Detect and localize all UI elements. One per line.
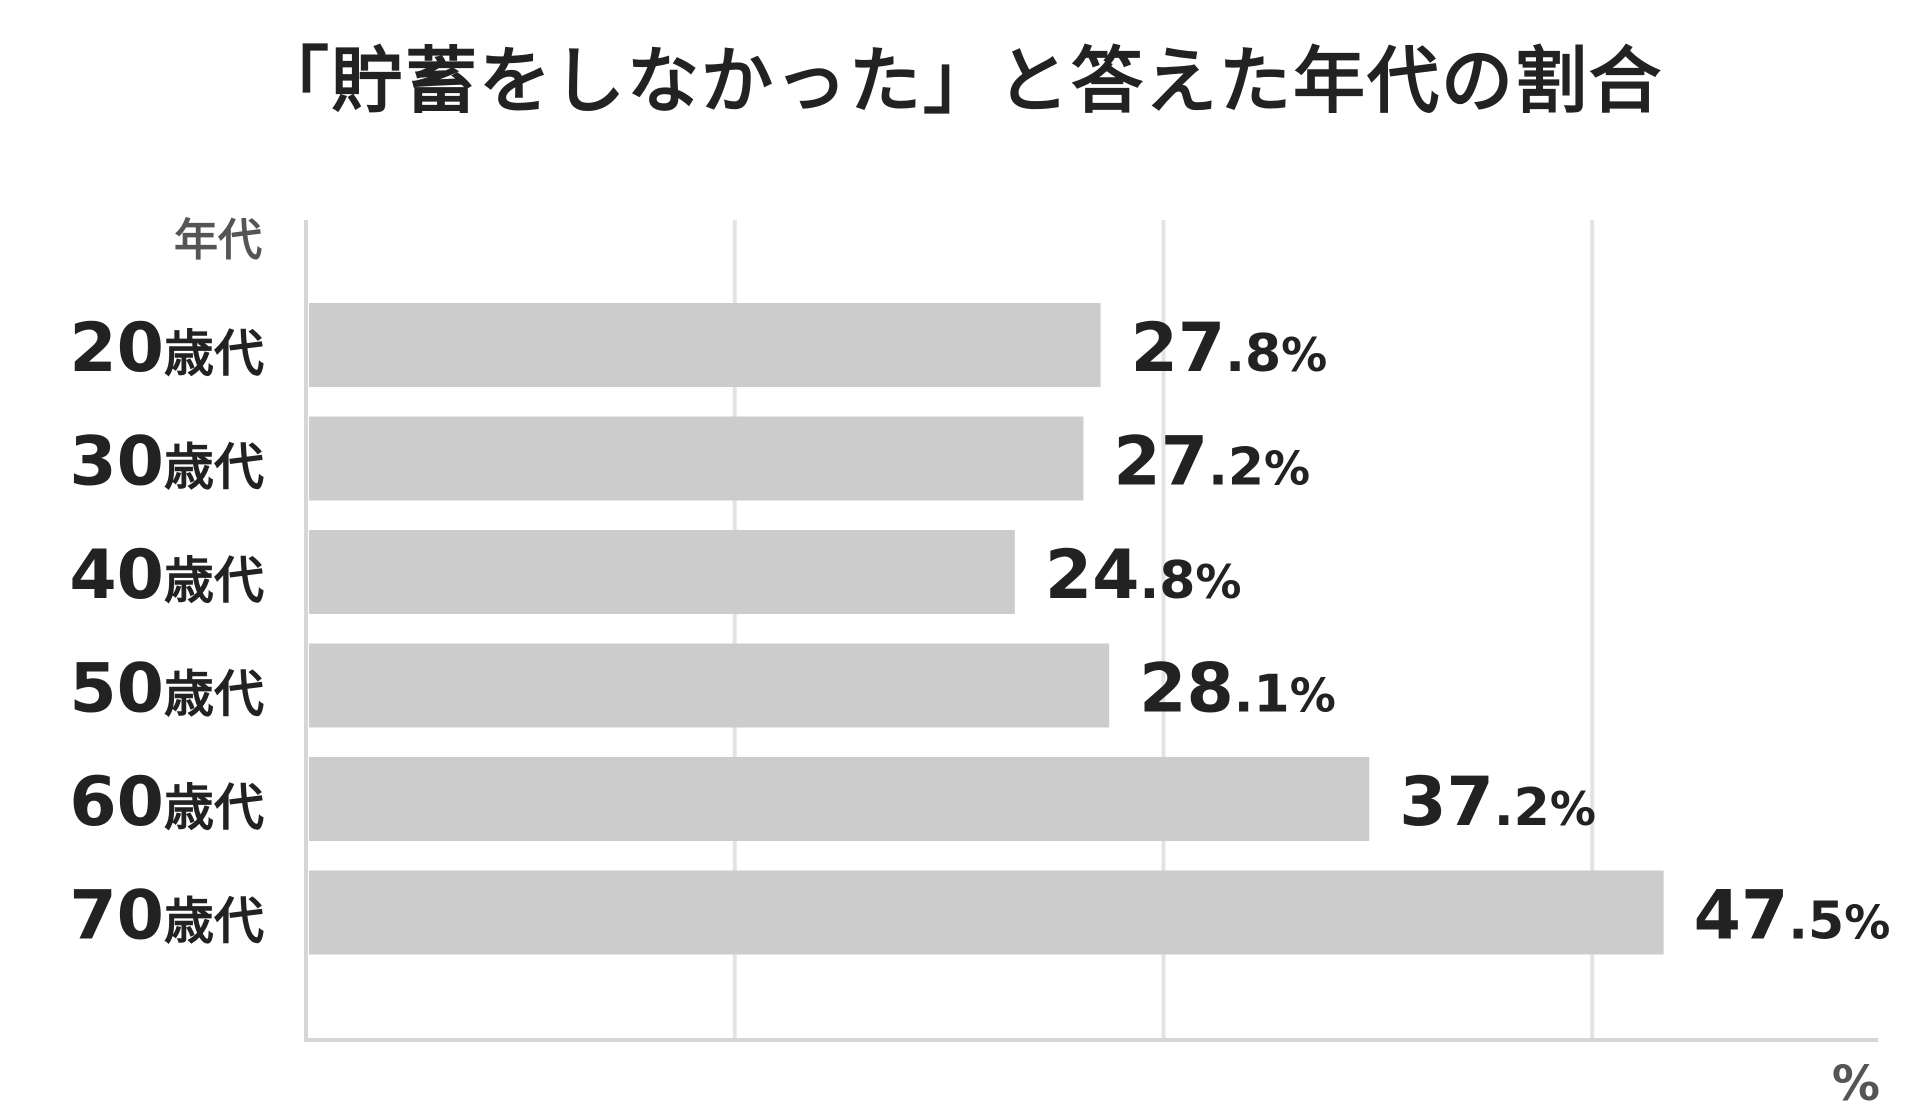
data-label: 37.2% bbox=[1399, 763, 1596, 842]
data-label-integer: 37 bbox=[1399, 763, 1494, 842]
data-label-decimal: .8 bbox=[1139, 551, 1195, 611]
x-axis-unit: % bbox=[1832, 1056, 1880, 1104]
chart-title: 「貯蓄をしなかった」と答えた年代の割合 bbox=[256, 39, 1663, 123]
data-label-unit: % bbox=[1550, 782, 1596, 836]
category-number: 20 bbox=[69, 309, 164, 388]
data-label-unit: % bbox=[1281, 328, 1327, 382]
category-number: 70 bbox=[69, 877, 164, 956]
labels: 20歳代 27.8%30歳代 27.2%40歳代 24.8%50歳代 28.1%60歳代… bbox=[69, 309, 1890, 956]
bar-40 bbox=[309, 530, 1015, 614]
data-label: 27.8% bbox=[1131, 309, 1328, 388]
data-label-unit: % bbox=[1844, 896, 1890, 950]
category-label: 30歳代 bbox=[69, 423, 264, 502]
category-number: 50 bbox=[69, 650, 164, 729]
category-label: 40歳代 bbox=[69, 536, 264, 615]
bars bbox=[309, 303, 1664, 955]
data-label-integer: 47 bbox=[1694, 877, 1789, 956]
category-number: 30 bbox=[69, 423, 164, 502]
category-label: 20歳代 bbox=[69, 309, 264, 388]
data-label-decimal: .8 bbox=[1225, 324, 1281, 384]
category-suffix: 歳代 bbox=[164, 666, 264, 724]
category-label: 60歳代 bbox=[69, 763, 264, 842]
data-label-unit: % bbox=[1195, 555, 1241, 609]
data-label-decimal: .2 bbox=[1208, 438, 1264, 498]
data-label: 24.8% bbox=[1045, 536, 1242, 615]
bar-60 bbox=[309, 757, 1370, 841]
data-label: 28.1% bbox=[1139, 650, 1336, 729]
data-label-unit: % bbox=[1290, 669, 1336, 723]
data-label-decimal: .5 bbox=[1788, 892, 1844, 952]
y-axis-title: 年代 bbox=[174, 215, 262, 266]
data-label-decimal: .1 bbox=[1234, 665, 1290, 725]
data-label: 27.2% bbox=[1113, 423, 1310, 502]
data-label-decimal: .2 bbox=[1494, 778, 1550, 838]
category-suffix: 歳代 bbox=[164, 325, 264, 383]
bar-20 bbox=[309, 303, 1101, 387]
category-suffix: 歳代 bbox=[164, 779, 264, 837]
category-number: 40 bbox=[69, 536, 164, 615]
category-label: 50歳代 bbox=[69, 650, 264, 729]
data-label-integer: 27 bbox=[1113, 423, 1208, 502]
category-suffix: 歳代 bbox=[164, 439, 264, 497]
data-label: 47.5% bbox=[1694, 877, 1891, 956]
category-number: 60 bbox=[69, 763, 164, 842]
data-label-integer: 28 bbox=[1139, 650, 1234, 729]
category-suffix: 歳代 bbox=[164, 552, 264, 610]
data-label-unit: % bbox=[1264, 442, 1310, 496]
category-suffix: 歳代 bbox=[164, 893, 264, 951]
category-label: 70歳代 bbox=[69, 877, 264, 956]
bar-50 bbox=[309, 643, 1110, 728]
bar-70 bbox=[309, 870, 1664, 955]
bar-30 bbox=[309, 416, 1084, 501]
data-label-integer: 24 bbox=[1045, 536, 1140, 615]
data-label-integer: 27 bbox=[1131, 309, 1226, 388]
